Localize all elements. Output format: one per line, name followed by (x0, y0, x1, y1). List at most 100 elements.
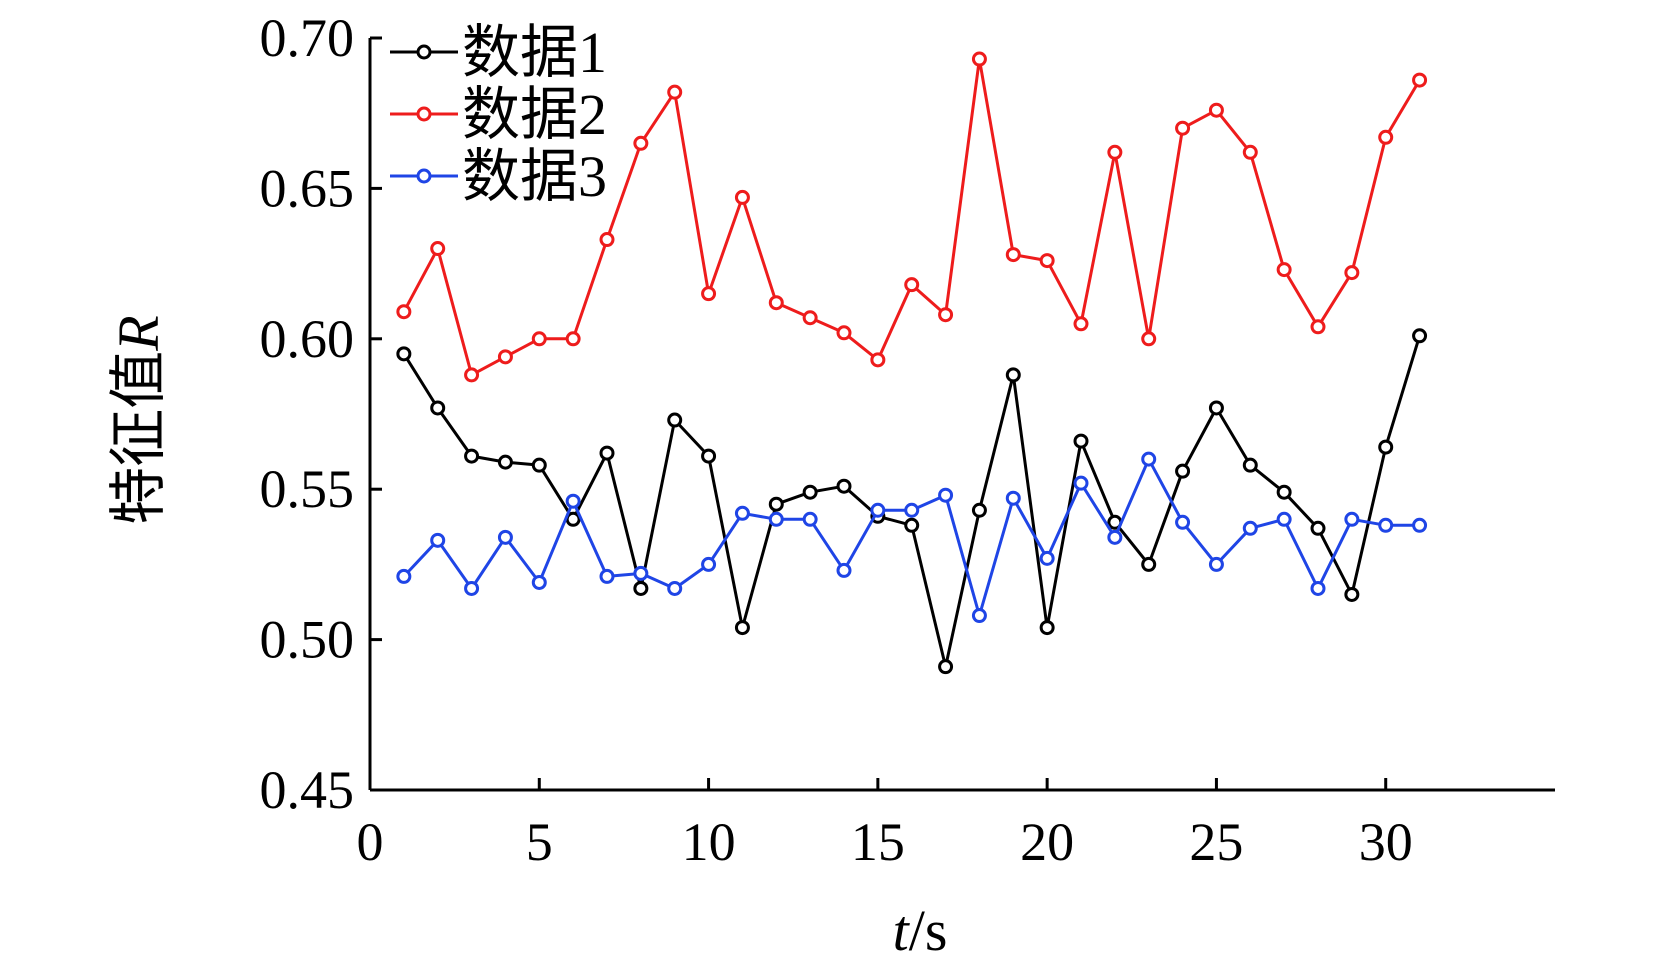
data-point (1412, 328, 1428, 344)
data-point (497, 349, 513, 365)
data-point (1344, 511, 1360, 527)
data-point (497, 529, 513, 545)
data-point (971, 502, 987, 518)
data-point (734, 189, 750, 205)
data-point (1107, 529, 1123, 545)
data-point (430, 400, 446, 416)
data-point (1141, 331, 1157, 347)
data-point (802, 310, 818, 326)
legend-entry-3: 数据3 (390, 144, 607, 209)
data-point (464, 448, 480, 464)
y-tick-label: 0.45 (260, 760, 355, 820)
y-tick-label: 0.55 (260, 459, 355, 519)
data-point (1344, 586, 1360, 602)
data-point (1141, 556, 1157, 572)
y-tick-label: 0.70 (260, 8, 355, 68)
series-line (402, 335, 1422, 669)
data-point (701, 448, 717, 464)
data-point (701, 556, 717, 572)
data-point (802, 511, 818, 527)
x-tick-label: 15 (851, 812, 905, 872)
legend-marker (416, 168, 432, 184)
data-point (633, 565, 649, 581)
y-tick-label: 0.60 (260, 309, 355, 369)
data-point (599, 445, 615, 461)
legend-label: 数据3 (462, 144, 607, 209)
legend-marker (416, 106, 432, 122)
data-point (1208, 400, 1224, 416)
data-point (904, 517, 920, 533)
data-point (497, 454, 513, 470)
data-point (599, 568, 615, 584)
data-point (836, 562, 852, 578)
data-point (768, 511, 784, 527)
x-tick-label: 5 (526, 812, 553, 872)
data-point (633, 135, 649, 151)
data-point (430, 532, 446, 548)
data-point (1344, 265, 1360, 281)
data-point (565, 331, 581, 347)
series-line (402, 457, 1420, 617)
data-point (768, 496, 784, 512)
data-point (1276, 511, 1292, 527)
data-point (667, 84, 683, 100)
data-point (667, 412, 683, 428)
data-point (904, 277, 920, 293)
legend-entry-2: 数据2 (390, 82, 607, 147)
data-point (836, 325, 852, 341)
data-point (1073, 316, 1089, 332)
data-point (904, 502, 920, 518)
data-point (1175, 120, 1191, 136)
data-point (1378, 517, 1394, 533)
data-point (1005, 490, 1021, 506)
x-tick-label: 25 (1189, 812, 1243, 872)
series-3 (396, 451, 1428, 624)
data-point (1242, 144, 1258, 160)
data-point (1208, 556, 1224, 572)
data-point (531, 331, 547, 347)
data-point (599, 232, 615, 248)
legend-label: 数据2 (462, 82, 607, 147)
y-axis-label-italic: R (106, 315, 171, 351)
axes: 0.45 0.50 0.55 0.60 0.65 0.70 0 5 10 15 20 25 30 (260, 8, 1555, 872)
data-point (938, 487, 954, 503)
data-point (1107, 144, 1123, 160)
data-point (971, 51, 987, 67)
data-point (1310, 520, 1326, 536)
data-point (1310, 319, 1326, 335)
data-point (1175, 514, 1191, 530)
x-tick-label: 30 (1359, 812, 1413, 872)
data-point (1039, 620, 1055, 636)
x-tick-label: 20 (1020, 812, 1074, 872)
data-point (1175, 463, 1191, 479)
y-tick-label: 0.65 (260, 158, 355, 218)
data-point (565, 493, 581, 509)
x-tick-label: 0 (357, 812, 384, 872)
data-point (1310, 580, 1326, 596)
data-point (464, 580, 480, 596)
data-point (734, 505, 750, 521)
data-point (1039, 253, 1055, 269)
data-point (836, 478, 852, 494)
data-point (870, 502, 886, 518)
data-point (633, 580, 649, 596)
data-point (802, 484, 818, 500)
data-point (1005, 247, 1021, 263)
data-point (531, 574, 547, 590)
data-point (734, 620, 750, 636)
data-point (396, 304, 412, 320)
y-tick-label: 0.50 (260, 610, 355, 670)
data-point (938, 659, 954, 675)
x-axis-label-unit: /s (909, 898, 948, 957)
legend-entry-1: 数据1 (390, 20, 607, 85)
data-point (1073, 475, 1089, 491)
data-point (464, 367, 480, 383)
data-point (1039, 550, 1055, 566)
data-point (1378, 129, 1394, 145)
data-point (1276, 262, 1292, 278)
data-point (1242, 520, 1258, 536)
legend-marker (416, 44, 432, 60)
data-point (396, 568, 412, 584)
y-axis-label-text: 特征值 (106, 351, 171, 525)
